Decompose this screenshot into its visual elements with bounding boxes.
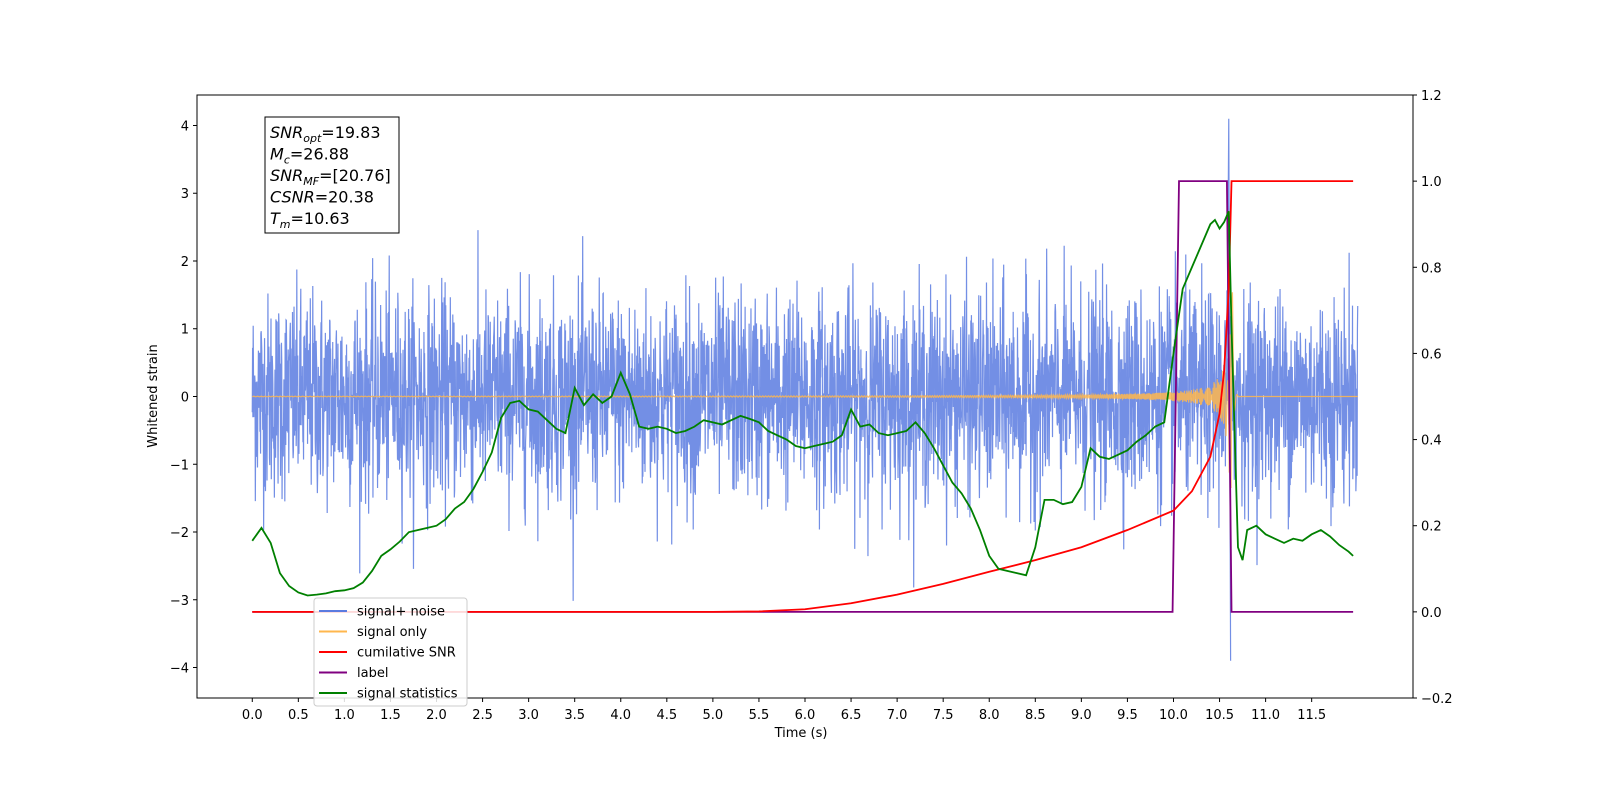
y-tick-label: 4 (181, 119, 189, 134)
x-tick-label: 2.0 (426, 708, 447, 723)
y2-tick-label: 0.4 (1421, 434, 1442, 449)
info-box: SNRopt=19.83Mc=26.88SNRMF=[20.76]CSNR=20… (264, 116, 400, 234)
info-box-line: SNRMF=[20.76] (270, 166, 391, 188)
x-tick-label: 6.5 (841, 708, 862, 723)
x-tick-label: 8.0 (979, 708, 1000, 723)
y2-tick-label: 0.0 (1421, 606, 1442, 621)
info-box-line: Mc=26.88 (270, 145, 349, 167)
x-tick-label: 11.0 (1251, 708, 1280, 723)
x-tick-label: 10.5 (1205, 708, 1234, 723)
legend-frame (313, 597, 468, 707)
info-box-line: CSNR=20.38 (270, 188, 374, 207)
x-tick-label: 9.5 (1117, 708, 1138, 723)
legend-label: cumilative SNR (357, 646, 456, 661)
legend-label: label (357, 666, 388, 681)
x-tick-label: 10.0 (1159, 708, 1188, 723)
x-tick-label: 5.0 (703, 708, 724, 723)
x-tick-label: 9.0 (1071, 708, 1092, 723)
y2-tick-label: 0.6 (1421, 347, 1442, 362)
y-tick-label: −1 (170, 458, 189, 473)
x-tick-label: 0.5 (288, 708, 309, 723)
x-tick-label: 4.0 (610, 708, 631, 723)
y-tick-label: −3 (170, 594, 189, 609)
y2-tick-label: 0.8 (1421, 261, 1442, 276)
y-tick-label: 3 (181, 187, 189, 202)
info-box-line: Tm=10.63 (270, 209, 350, 231)
y-axis-right: 1.2 1.0 0.8 0.6 0.4 0.2 0.0 −0.2 (1413, 89, 1453, 707)
legend-label: signal only (357, 625, 427, 640)
x-tick-label: 7.0 (887, 708, 908, 723)
y2-tick-label: 0.2 (1421, 520, 1442, 535)
y2-tick-label: −0.2 (1421, 692, 1453, 707)
series-signal-statistics (251, 210, 1354, 597)
x-tick-label: 5.5 (749, 708, 770, 723)
y2-tick-label: 1.2 (1421, 89, 1442, 104)
info-box-frame (264, 116, 400, 234)
y-axis-left: 4 3 2 1 0 −1 −2 −3 −4 (170, 119, 197, 677)
x-axis: 0.0 0.5 1.0 1.5 2.0 2.5 3.0 3.5 4.0 4.5 5.0 5.5 6.0 6… (242, 698, 1326, 723)
x-tick-label: 1.5 (380, 708, 401, 723)
series-cumulative-snr (252, 180, 1354, 613)
series-label (252, 180, 1354, 613)
y-tick-label: −4 (170, 662, 189, 677)
y-tick-label: −2 (170, 526, 189, 541)
x-tick-label: 3.5 (564, 708, 585, 723)
x-tick-label: 8.5 (1025, 708, 1046, 723)
series-signal-only (252, 292, 1358, 488)
legend-label: signal statistics (357, 687, 458, 702)
legend: signal+ noise signal only cumilative SNR la… (313, 597, 468, 707)
x-tick-label: 1.0 (334, 708, 355, 723)
x-tick-label: 11.5 (1297, 708, 1326, 723)
x-tick-label: 3.0 (518, 708, 539, 723)
x-tick-label: 0.0 (242, 708, 263, 723)
plot-series-group (251, 118, 1359, 661)
y-tick-label: 1 (181, 323, 189, 338)
y2-tick-label: 1.0 (1421, 175, 1442, 190)
y-axis-title: Whitened strain (146, 344, 161, 447)
y-tick-label: 0 (181, 391, 189, 406)
x-tick-label: 4.5 (656, 708, 677, 723)
x-tick-label: 2.5 (472, 708, 493, 723)
x-axis-title: Time (s) (774, 726, 828, 741)
x-tick-label: 7.5 (933, 708, 954, 723)
y-tick-label: 2 (181, 255, 189, 270)
x-tick-label: 6.0 (795, 708, 816, 723)
legend-label: signal+ noise (357, 605, 445, 620)
info-box-line: SNRopt=19.83 (270, 123, 381, 145)
